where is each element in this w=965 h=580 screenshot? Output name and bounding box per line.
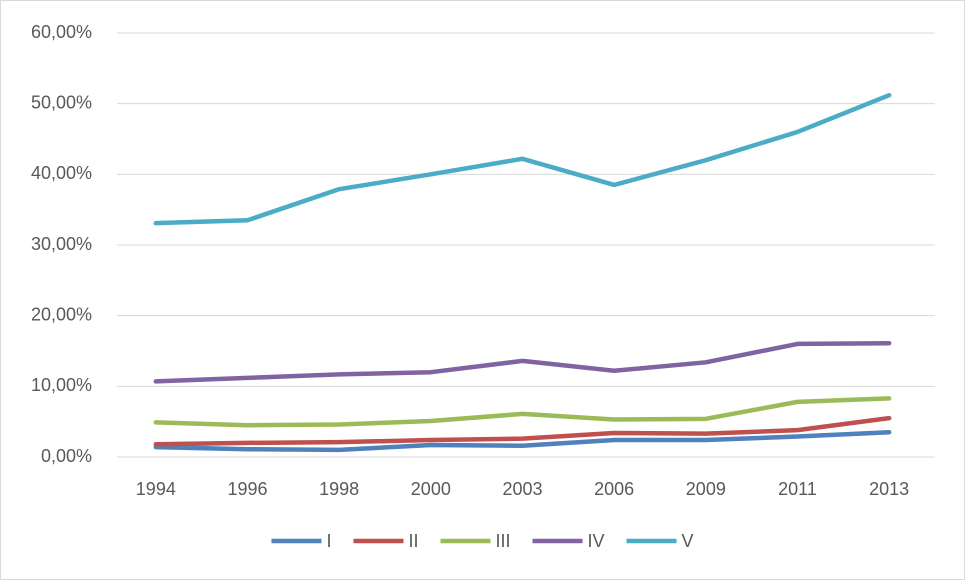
x-tick-label: 1994 [136,479,176,499]
y-tick-label: 50,00% [31,92,92,112]
x-tick-label: 1998 [319,479,359,499]
y-tick-label: 30,00% [31,234,92,254]
legend-label: III [495,531,510,551]
x-tick-label: 1996 [227,479,267,499]
legend-label: I [326,531,331,551]
legend-label: IV [588,531,605,551]
x-tick-label: 2006 [594,479,634,499]
series-line [153,430,892,453]
y-tick-label: 40,00% [31,163,92,183]
x-tick-label: 2009 [686,479,726,499]
x-tick-label: 2003 [502,479,542,499]
series-line [153,340,892,384]
series-line [153,396,892,428]
y-tick-label: 0,00% [41,446,92,466]
legend: I II III IV V [271,531,694,551]
legend-label: II [408,531,418,551]
y-tick-label: 60,00% [31,22,92,42]
x-tick-label: 2013 [869,479,909,499]
series-line [153,92,892,226]
y-tick-label: 10,00% [31,375,92,395]
y-tick-label: 20,00% [31,304,92,324]
legend-label: V [682,531,694,551]
x-tick-label: 2011 [778,479,817,499]
x-tick-label: 2000 [411,479,451,499]
series-line [153,415,892,447]
